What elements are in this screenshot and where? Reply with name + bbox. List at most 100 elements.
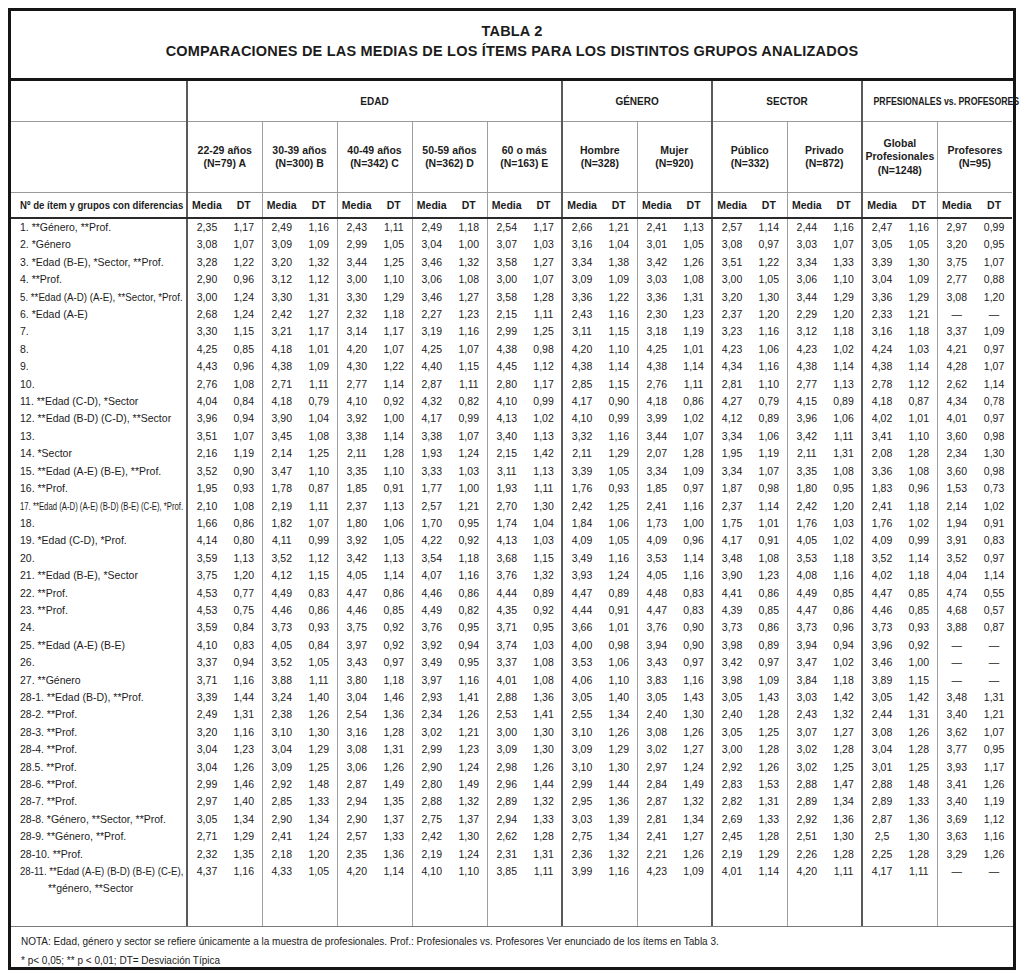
media-cell: 4,38 [487, 341, 526, 358]
media-cell: 4,43 [187, 358, 226, 375]
dt-cell: 1,26 [676, 254, 712, 271]
item-label: 12. **Edad (B-D) (C-D), **Sector [20, 410, 171, 427]
media-cell: 3,34 [562, 254, 601, 271]
dt-cell: 1,15 [601, 376, 637, 393]
dt-cell: 1,07 [451, 428, 487, 445]
media-cell: 2,55 [562, 706, 601, 723]
media-cell: 4,34 [712, 358, 751, 375]
dt-cell: 1,22 [601, 289, 637, 306]
media-cell: 3,66 [562, 619, 601, 636]
media-cell: 3,68 [487, 550, 526, 567]
dt-cell: 0,87 [976, 619, 1012, 636]
media-cell: 2,31 [487, 846, 526, 863]
media-cell: 4,13 [487, 410, 526, 427]
media-cell: 3,58 [487, 289, 526, 306]
item-label-cell: 11. **Edad (C-D), *Sector [11, 393, 187, 410]
media-cell: 4,46 [862, 602, 901, 619]
column-header: 22-29 años(N=79) A [187, 122, 262, 193]
dt-cell: 0,95 [826, 480, 862, 497]
dt-cell: 1,12 [976, 811, 1012, 828]
media-cell: 4,38 [262, 358, 301, 375]
dt-cell: 1,16 [451, 567, 487, 584]
item-label: 17. **Edad (A-D) (A-E) (B-D) (B-E) (C-E)… [20, 498, 183, 515]
dt-cell: 1,35 [226, 846, 262, 863]
spacer-cell [601, 898, 637, 926]
dt-header: DT [451, 193, 487, 219]
item-label-cell: 5. **Edad (A-D) (A-E), **Sector, *Prof. [11, 289, 187, 306]
media-cell: 2,99 [187, 776, 226, 793]
media-cell: 2,37 [337, 498, 376, 515]
dt-cell: 1,15 [301, 567, 337, 584]
dt-header: DT [676, 193, 712, 219]
dt-cell: 1,38 [601, 254, 637, 271]
dt-cell: 0,83 [676, 602, 712, 619]
media-cell: — [937, 863, 976, 898]
media-cell: 2,62 [937, 376, 976, 393]
dt-cell: 1,16 [226, 672, 262, 689]
dt-cell: 0,85 [376, 602, 412, 619]
dt-cell: 1,08 [301, 428, 337, 445]
dt-cell: 1,19 [226, 445, 262, 462]
media-cell: 1,66 [187, 515, 226, 532]
spacer-cell [412, 898, 451, 926]
media-cell: 2,80 [487, 376, 526, 393]
media-cell: 2,85 [562, 376, 601, 393]
dt-cell: 1,36 [601, 793, 637, 810]
table-row: 24.3,590,843,730,933,750,923,760,953,710… [11, 619, 1012, 636]
dt-cell: 1,18 [901, 567, 937, 584]
media-cell: 3,54 [412, 550, 451, 567]
media-cell: 4,44 [487, 585, 526, 602]
media-cell: 3,90 [262, 410, 301, 427]
spacer-cell [301, 898, 337, 926]
dt-cell: 1,02 [826, 341, 862, 358]
media-cell: 4,32 [412, 393, 451, 410]
media-cell: 3,02 [637, 741, 676, 758]
dt-cell: 1,16 [226, 863, 262, 898]
dt-cell: 1,14 [826, 358, 862, 375]
dt-cell: 1,33 [376, 828, 412, 845]
media-header: Media [937, 193, 976, 219]
dt-cell: 0,90 [676, 637, 712, 654]
media-cell: 3,05 [187, 811, 226, 828]
dt-cell: 1,11 [676, 376, 712, 393]
media-cell: 4,01 [487, 672, 526, 689]
item-label: 4. **Prof. [20, 271, 62, 288]
dt-cell: 1,09 [676, 463, 712, 480]
dt-cell: 1,12 [526, 358, 562, 375]
media-cell: 2,77 [787, 376, 826, 393]
dt-cell: 0,97 [676, 654, 712, 671]
media-cell: 1,95 [712, 445, 751, 462]
dt-cell: 1,02 [901, 515, 937, 532]
media-cell: 4,33 [262, 863, 301, 898]
dt-cell: 0,75 [226, 602, 262, 619]
media-header: Media [562, 193, 601, 219]
media-cell: 4,20 [337, 863, 376, 898]
media-cell: 3,08 [637, 724, 676, 741]
dt-cell: 1,20 [751, 306, 787, 323]
dt-cell: 1,10 [601, 341, 637, 358]
item-label-cell: 1. **Género, **Prof. [11, 218, 187, 236]
dt-cell: 1,10 [826, 271, 862, 288]
item-label-cell: 28-3. **Prof. [11, 724, 187, 741]
dt-cell: 1,07 [826, 236, 862, 253]
dt-cell: 0,98 [976, 428, 1012, 445]
media-cell: 3,08 [937, 289, 976, 306]
dt-cell: 1,23 [676, 306, 712, 323]
dt-cell: 1,19 [976, 793, 1012, 810]
dt-cell: 1,13 [226, 550, 262, 567]
dt-cell: 1,29 [601, 445, 637, 462]
item-label-cell: 24. [11, 619, 187, 636]
media-cell: 1,80 [337, 515, 376, 532]
dt-cell: 0,85 [826, 585, 862, 602]
media-cell: 2,87 [412, 376, 451, 393]
table-row: 28-1. **Edad (B-D), **Prof.3,391,443,241… [11, 689, 1012, 706]
item-label-cell: 9. [11, 358, 187, 375]
media-cell: 2,69 [712, 811, 751, 828]
dt-cell: 0,96 [826, 619, 862, 636]
dt-cell: 1,08 [826, 463, 862, 480]
dt-cell: 0,85 [226, 341, 262, 358]
column-n: (N=332) [713, 157, 787, 171]
dt-cell: 1,03 [451, 463, 487, 480]
table-row: 28-9. **Género, **Prof.2,711,292,411,242… [11, 828, 1012, 845]
dt-cell: 1,48 [301, 776, 337, 793]
